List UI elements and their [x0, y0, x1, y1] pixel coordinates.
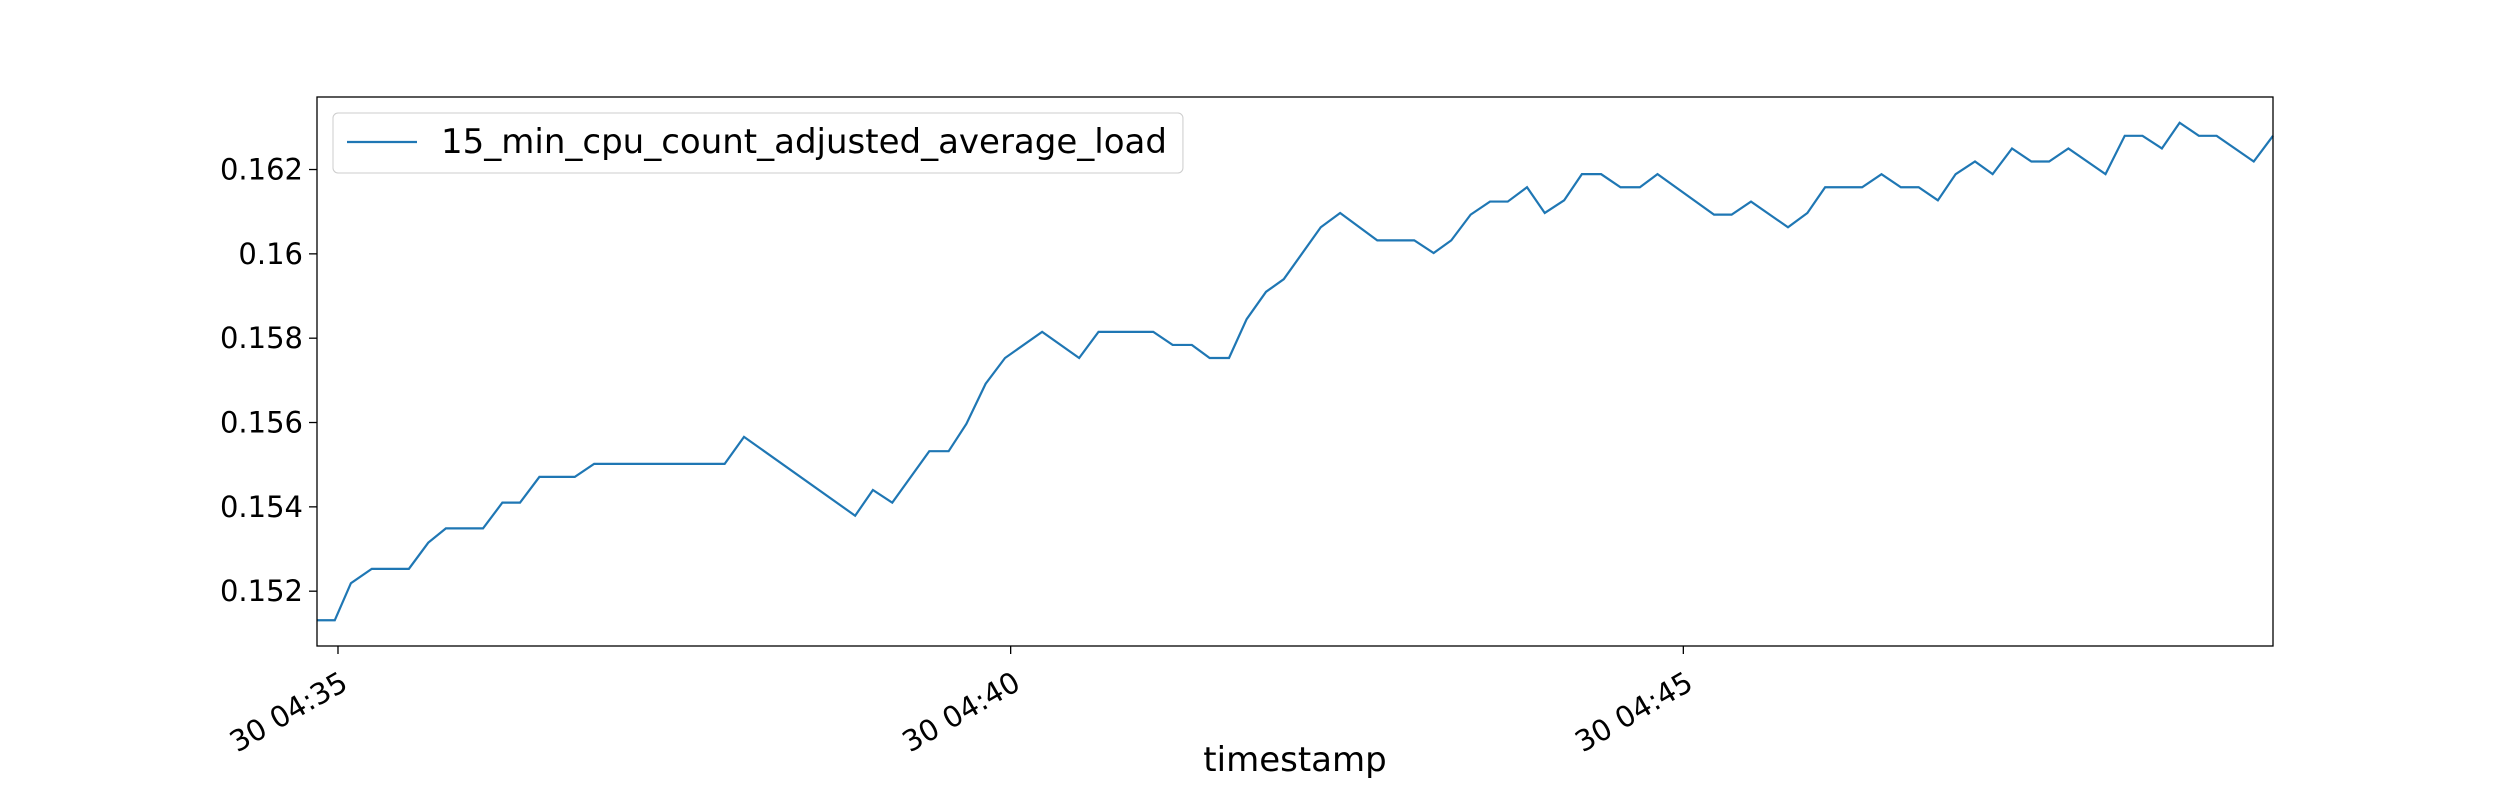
- y-tick-label: 0.152: [220, 574, 303, 608]
- x-axis-label: timestamp: [1203, 740, 1386, 780]
- line: [317, 121, 2274, 622]
- legend: [332, 112, 1184, 174]
- legend-label: 15_min_cpu_count_adjusted_average_load: [441, 122, 1167, 162]
- y-tick-label: 0.154: [220, 490, 303, 524]
- x-tick-label: 30 04:35: [224, 665, 353, 759]
- x-tick-label: 30 04:45: [1569, 665, 1698, 759]
- x-tick-label: 30 04:40: [896, 665, 1025, 759]
- y-tick-label: 0.162: [220, 153, 303, 187]
- y-tick-label: 0.158: [220, 321, 303, 355]
- y-tick-label: 0.156: [220, 406, 303, 440]
- plot-frame: [316, 96, 2274, 647]
- y-tick-label: 0.16: [238, 237, 303, 271]
